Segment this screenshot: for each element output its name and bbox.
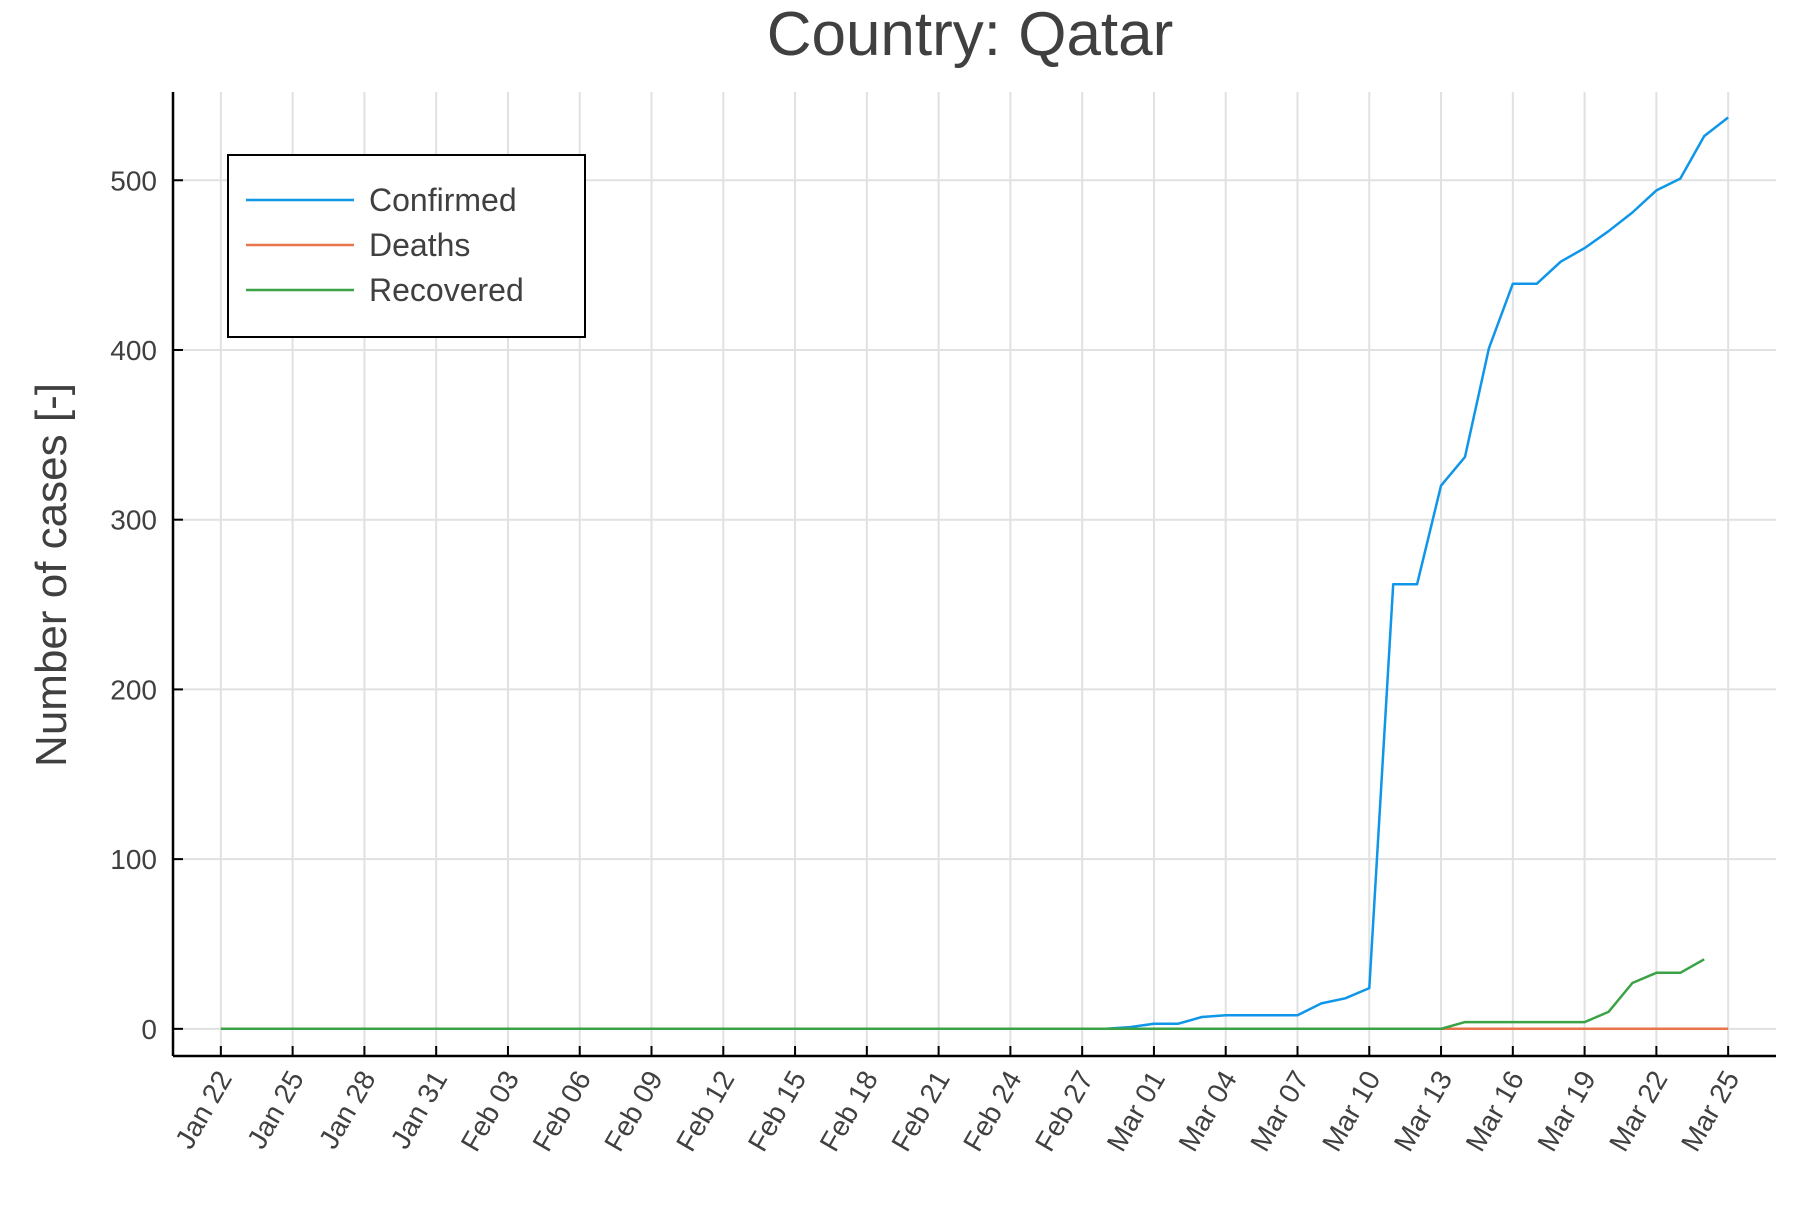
y-tick-label: 100 bbox=[110, 844, 157, 875]
y-axis-label: Number of cases [-] bbox=[27, 383, 76, 767]
series-line-recovered bbox=[220, 958, 1705, 1031]
x-tick-label: Mar 07 bbox=[1244, 1066, 1314, 1157]
y-tick-label: 400 bbox=[110, 335, 157, 366]
y-axis-ticks: 0 100 200 300 400 500 bbox=[110, 165, 183, 1045]
series-layer bbox=[220, 116, 1729, 1031]
x-tick-label: Feb 24 bbox=[957, 1066, 1027, 1157]
axes bbox=[171, 92, 1776, 1058]
x-tick-label: Jan 28 bbox=[313, 1066, 382, 1154]
x-tick-label: Jan 25 bbox=[241, 1066, 310, 1154]
x-tick-label: Feb 12 bbox=[670, 1066, 740, 1157]
legend-label-confirmed: Confirmed bbox=[369, 182, 517, 218]
x-tick-label: Mar 01 bbox=[1101, 1066, 1171, 1157]
x-tick-label: Feb 06 bbox=[526, 1066, 596, 1157]
x-tick-label: Mar 13 bbox=[1388, 1066, 1458, 1157]
legend-label-recovered: Recovered bbox=[369, 272, 524, 308]
x-tick-label: Mar 04 bbox=[1172, 1066, 1242, 1157]
x-axis-ticks: Jan 22 Jan 25 Jan 28 Jan 31 Feb 03 Feb 06 Feb … bbox=[169, 1046, 1745, 1156]
x-tick-label: Mar 19 bbox=[1531, 1066, 1601, 1157]
x-tick-label: Feb 15 bbox=[742, 1066, 812, 1157]
legend-label-deaths: Deaths bbox=[369, 227, 470, 263]
y-tick-label: 500 bbox=[110, 165, 157, 196]
x-tick-label: Feb 27 bbox=[1029, 1066, 1099, 1157]
x-tick-label: Feb 09 bbox=[598, 1066, 668, 1157]
series-line-confirmed bbox=[220, 116, 1729, 1031]
y-tick-label: 300 bbox=[110, 505, 157, 536]
y-tick-label: 0 bbox=[141, 1014, 157, 1045]
x-tick-label: Jan 31 bbox=[384, 1066, 453, 1154]
chart-title: Country: Qatar bbox=[767, 0, 1174, 69]
x-tick-label: Jan 22 bbox=[169, 1066, 238, 1154]
legend: Confirmed Deaths Recovered bbox=[227, 154, 586, 338]
y-tick-label: 200 bbox=[110, 674, 157, 705]
x-tick-label: Mar 22 bbox=[1603, 1066, 1673, 1157]
x-tick-label: Feb 21 bbox=[885, 1066, 955, 1157]
x-tick-label: Feb 03 bbox=[455, 1066, 525, 1157]
x-tick-label: Feb 18 bbox=[814, 1066, 884, 1157]
x-tick-label: Mar 16 bbox=[1460, 1066, 1530, 1157]
x-tick-label: Mar 10 bbox=[1316, 1066, 1386, 1157]
x-tick-label: Mar 25 bbox=[1675, 1066, 1745, 1157]
